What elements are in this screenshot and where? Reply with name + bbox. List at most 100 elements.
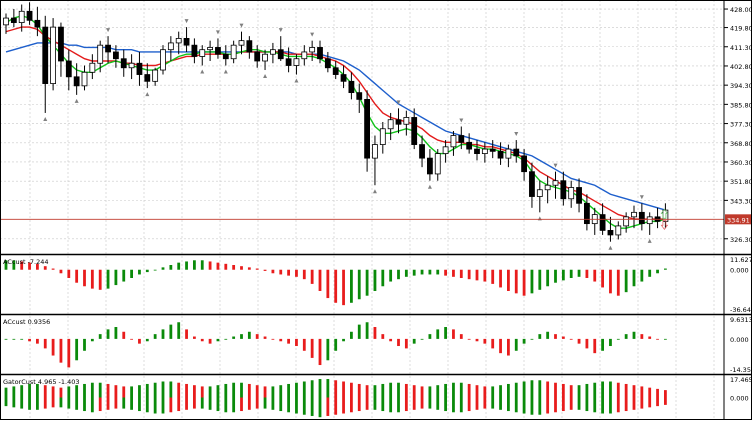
candle-bull <box>568 187 575 200</box>
price-axis-label: 351.80 <box>730 178 752 186</box>
gator-lower-bar <box>145 397 149 413</box>
gator-lower-bar <box>51 397 55 408</box>
gator-lower-bar <box>122 397 126 409</box>
gator-upper-bar <box>593 382 597 398</box>
price-axis-label: 360.30 <box>730 159 752 167</box>
histogram-bar <box>255 334 259 339</box>
histogram-bar <box>609 338 612 347</box>
gator-upper-bar <box>561 383 565 398</box>
fractal-down-marker <box>294 78 299 83</box>
gator-upper-bar <box>546 381 550 398</box>
gator-lower-bar <box>507 397 510 412</box>
gator-upper-bar <box>499 385 502 398</box>
gator-lower-bar <box>365 397 369 410</box>
histogram-bar <box>12 260 16 270</box>
gator-upper-bar <box>514 382 518 398</box>
indicator-title: ACcust 0.9356 <box>3 318 50 326</box>
gator-upper-bar <box>216 385 220 398</box>
histogram-bar <box>295 338 298 347</box>
gator-upper-bar <box>616 382 620 398</box>
candle-bull <box>269 49 276 55</box>
gator-lower-bar <box>28 397 31 410</box>
price-axis-label: 385.80 <box>730 101 752 109</box>
candle-bear <box>120 58 127 69</box>
candle-bear <box>521 155 527 173</box>
gator-upper-bar <box>310 380 314 398</box>
candle-bear <box>222 53 229 60</box>
candle-bear <box>576 187 582 204</box>
fractal-down-marker <box>74 98 79 103</box>
histogram-bar <box>530 269 534 294</box>
histogram-bar <box>412 269 416 276</box>
candle-bear <box>395 119 402 125</box>
candle-bear <box>599 214 606 231</box>
histogram-bar <box>216 262 220 270</box>
histogram-bar <box>491 269 495 284</box>
gator-lower-bar <box>530 397 534 415</box>
candle-bear <box>458 135 465 143</box>
histogram-bar <box>365 322 369 339</box>
candle-bear <box>426 157 433 175</box>
candle-bull <box>199 49 206 57</box>
histogram-bar <box>467 338 471 340</box>
candle-bull <box>128 62 135 69</box>
histogram-bar <box>28 338 31 342</box>
gator-upper-bar <box>554 382 557 398</box>
candle-bear <box>254 51 261 62</box>
histogram-bar <box>263 336 267 339</box>
histogram-bar <box>561 269 565 281</box>
histogram-bar <box>632 269 636 287</box>
candle-bear <box>348 80 355 94</box>
histogram-bar <box>200 260 204 270</box>
price-axis-label: 419.80 <box>730 25 752 33</box>
histogram-bar <box>98 334 102 339</box>
candle-bear <box>364 98 371 159</box>
gator-upper-bar <box>98 382 102 398</box>
sell-signal-arrow-icon <box>660 219 669 230</box>
candle-bear <box>513 148 520 157</box>
histogram-bar <box>232 336 236 339</box>
gator-lower-bar <box>67 397 71 409</box>
candle-bear <box>42 26 49 84</box>
histogram-bar <box>514 269 518 294</box>
gator-upper-bar <box>255 385 259 398</box>
gator-upper-bar <box>373 385 377 398</box>
fractal-down-marker <box>263 74 268 79</box>
gator-lower-bar <box>114 397 118 409</box>
histogram-bar <box>601 269 604 288</box>
histogram-bar <box>20 338 24 340</box>
histogram-bar <box>483 269 487 282</box>
histogram-bar <box>404 269 408 277</box>
gator-upper-bar <box>632 385 636 398</box>
fractal-up-marker <box>184 19 189 24</box>
gator-lower-bar <box>247 397 251 410</box>
histogram-bar <box>4 260 8 270</box>
histogram-bar <box>491 338 495 349</box>
gator-lower-bar <box>177 397 181 412</box>
histogram-bar <box>43 338 47 349</box>
histogram-bar <box>452 329 455 339</box>
gator-upper-bar <box>177 382 181 398</box>
indicator-scale-label: -36.649 <box>730 306 752 314</box>
histogram-bar <box>593 269 597 282</box>
histogram-bar <box>310 338 314 358</box>
candle-bull <box>97 44 104 64</box>
candle-bear <box>529 171 535 197</box>
histogram-bar <box>83 338 86 351</box>
histogram-bar <box>177 322 181 339</box>
histogram-bar <box>656 269 659 274</box>
gator-upper-bar <box>90 382 94 398</box>
fractal-down-marker <box>200 69 205 74</box>
histogram-bar <box>240 266 243 270</box>
candle-bear <box>497 150 504 159</box>
candle-bull <box>646 216 653 225</box>
fractal-down-marker <box>427 184 432 189</box>
gator-lower-bar <box>373 397 377 410</box>
current-price-tag <box>725 214 751 225</box>
histogram-bar <box>114 327 118 339</box>
fractal-up-marker <box>639 195 644 200</box>
candle-bear <box>105 44 111 53</box>
candle-bear <box>246 40 253 53</box>
